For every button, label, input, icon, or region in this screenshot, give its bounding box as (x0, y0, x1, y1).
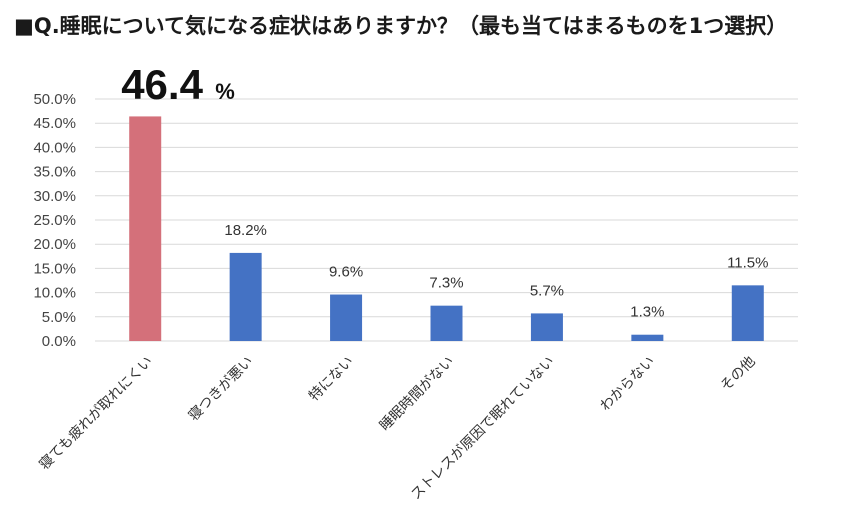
y-tick-label: 15.0% (33, 260, 76, 277)
bars (129, 116, 764, 341)
y-tick-label: 0.0% (42, 333, 76, 350)
y-tick-label: 5.0% (42, 309, 76, 326)
bar (631, 334, 664, 341)
y-tick-label: 20.0% (33, 236, 76, 253)
category-label: その他 (718, 354, 759, 395)
data-label: 9.6% (329, 264, 363, 281)
bar (229, 252, 262, 341)
bar (530, 313, 563, 341)
data-label: 5.7% (530, 282, 564, 299)
highlight-label: 46.4 % (121, 61, 235, 108)
y-tick-label: 25.0% (33, 212, 76, 229)
y-tick-label: 35.0% (33, 164, 76, 181)
data-label: 11.5% (727, 254, 768, 271)
category-label: わからない (597, 354, 658, 415)
bar (731, 285, 764, 341)
highlight-value: 46.4 (121, 61, 203, 108)
category-label: 睡眠時間がない (377, 354, 458, 435)
y-tick-label: 50.0% (33, 91, 76, 108)
bar (430, 305, 463, 341)
data-label: 7.3% (429, 275, 463, 292)
category-labels: 寝ても疲れが取れにくい 寝つきが悪い 特にない 睡眠時間がないストレスが原因で眠れてい… (36, 353, 759, 503)
category-label: 寝ても疲れが取れにくい (36, 353, 156, 473)
y-tick-label: 45.0% (33, 115, 76, 132)
data-label: 18.2% (224, 222, 267, 239)
data-labels: 18.2% 9.6% 7.3% 5.7% 1.3% 11.5% (224, 222, 768, 321)
category-label: 寝つきが悪い (185, 353, 256, 424)
bar (330, 294, 363, 341)
bar (129, 116, 162, 341)
y-axis: 0.0% 5.0% 10.0% 15.0% 20.0% 25.0% 30.0% 35.0% 40… (33, 91, 76, 350)
y-tick-label: 10.0% (33, 285, 76, 302)
gridlines (95, 98, 798, 342)
y-tick-label: 30.0% (33, 188, 76, 205)
question-title: ■Q.睡眠について気になる症状はありますか？（最も当てはまるものを1つ選択） (14, 14, 788, 38)
y-tick-label: 40.0% (33, 139, 76, 156)
category-label: 特にない (306, 354, 357, 405)
data-label: 1.3% (630, 304, 664, 321)
highlight-unit: % (215, 79, 235, 104)
